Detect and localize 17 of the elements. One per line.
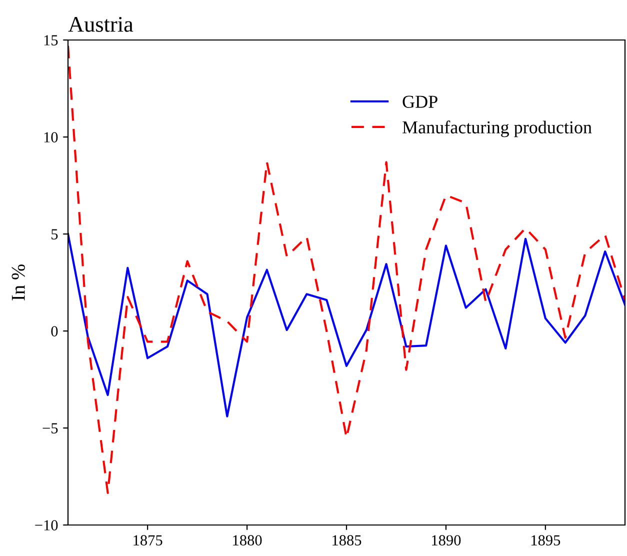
y-tick-label: −10: [35, 520, 58, 530]
y-tick-label: 15: [44, 35, 58, 46]
x-tick-label: 1895: [531, 535, 560, 546]
x-tick-label: 1875: [134, 535, 162, 546]
chart-title: Austria: [68, 16, 134, 32]
y-tick-label: −5: [42, 423, 58, 434]
y-tick-label: 10: [44, 132, 58, 142]
legend-label: Manufacturing production: [402, 120, 592, 138]
x-tick-label: 1890: [432, 535, 461, 546]
line-series: [68, 44, 625, 494]
legend-label: GDP: [402, 96, 438, 108]
y-axis-title: In %: [12, 264, 25, 300]
x-tick-label: 1880: [233, 535, 262, 546]
y-tick-label: 5: [52, 229, 58, 240]
x-tick-label: 1885: [332, 535, 362, 546]
line-series: [68, 232, 625, 418]
y-tick-label: 0: [51, 326, 58, 336]
